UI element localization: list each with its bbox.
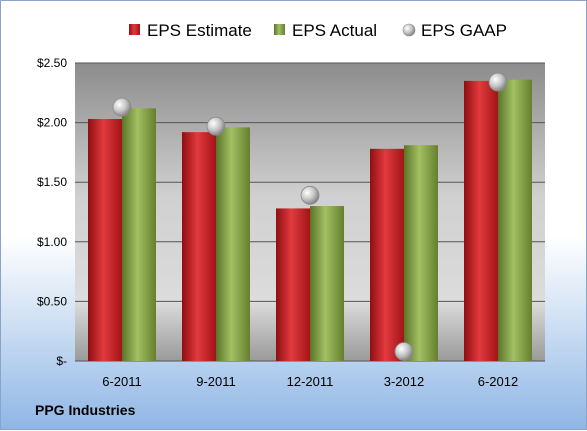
y-tick-label: $1.00 bbox=[37, 235, 67, 249]
x-tick-label: 12-2011 bbox=[287, 374, 334, 389]
marker-eps-gaap bbox=[300, 185, 320, 205]
x-tick-label: 3-2012 bbox=[384, 374, 424, 389]
legend-label: EPS Estimate bbox=[147, 21, 252, 40]
y-tick-label: $1.50 bbox=[37, 175, 67, 189]
legend-label: EPS Actual bbox=[292, 21, 377, 40]
bar-eps-actual bbox=[498, 79, 532, 362]
bar-eps-actual bbox=[216, 127, 250, 361]
marker-eps-gaap bbox=[112, 97, 132, 117]
bar-eps-estimate bbox=[464, 80, 498, 361]
legend-swatch bbox=[129, 24, 140, 35]
bar-eps-estimate bbox=[88, 119, 122, 361]
y-axis: $- $0.50 $1.00 $1.50 $2.00 $2.50 bbox=[37, 56, 67, 368]
y-tick-label: $- bbox=[56, 354, 67, 368]
bar-eps-actual bbox=[404, 145, 438, 361]
bar-eps-estimate bbox=[182, 132, 216, 361]
legend-swatch bbox=[402, 23, 416, 37]
legend: EPS Estimate EPS Actual EPS GAAP bbox=[129, 21, 507, 40]
x-tick-label: 6-2012 bbox=[478, 374, 518, 389]
y-tick-label: $2.50 bbox=[37, 56, 67, 70]
bar-eps-actual bbox=[310, 206, 344, 361]
y-tick-label: $2.00 bbox=[37, 116, 67, 130]
marker-eps-gaap bbox=[206, 116, 226, 136]
x-axis: 6-2011 9-2011 12-2011 3-2012 6-2012 bbox=[102, 374, 518, 389]
x-tick-label: 9-2011 bbox=[196, 374, 236, 389]
bar-eps-actual bbox=[122, 108, 156, 362]
bar-eps-estimate bbox=[370, 148, 404, 361]
legend-swatch bbox=[274, 24, 285, 35]
marker-eps-gaap bbox=[488, 72, 508, 92]
x-tick-label: 6-2011 bbox=[102, 374, 142, 389]
legend-label: EPS GAAP bbox=[421, 21, 507, 40]
markers-group bbox=[112, 72, 508, 361]
marker-eps-gaap bbox=[394, 342, 414, 361]
y-tick-label: $0.50 bbox=[37, 294, 67, 308]
bar-eps-estimate bbox=[276, 208, 310, 361]
bars-group bbox=[88, 79, 532, 362]
company-name: PPG Industries bbox=[35, 402, 136, 418]
